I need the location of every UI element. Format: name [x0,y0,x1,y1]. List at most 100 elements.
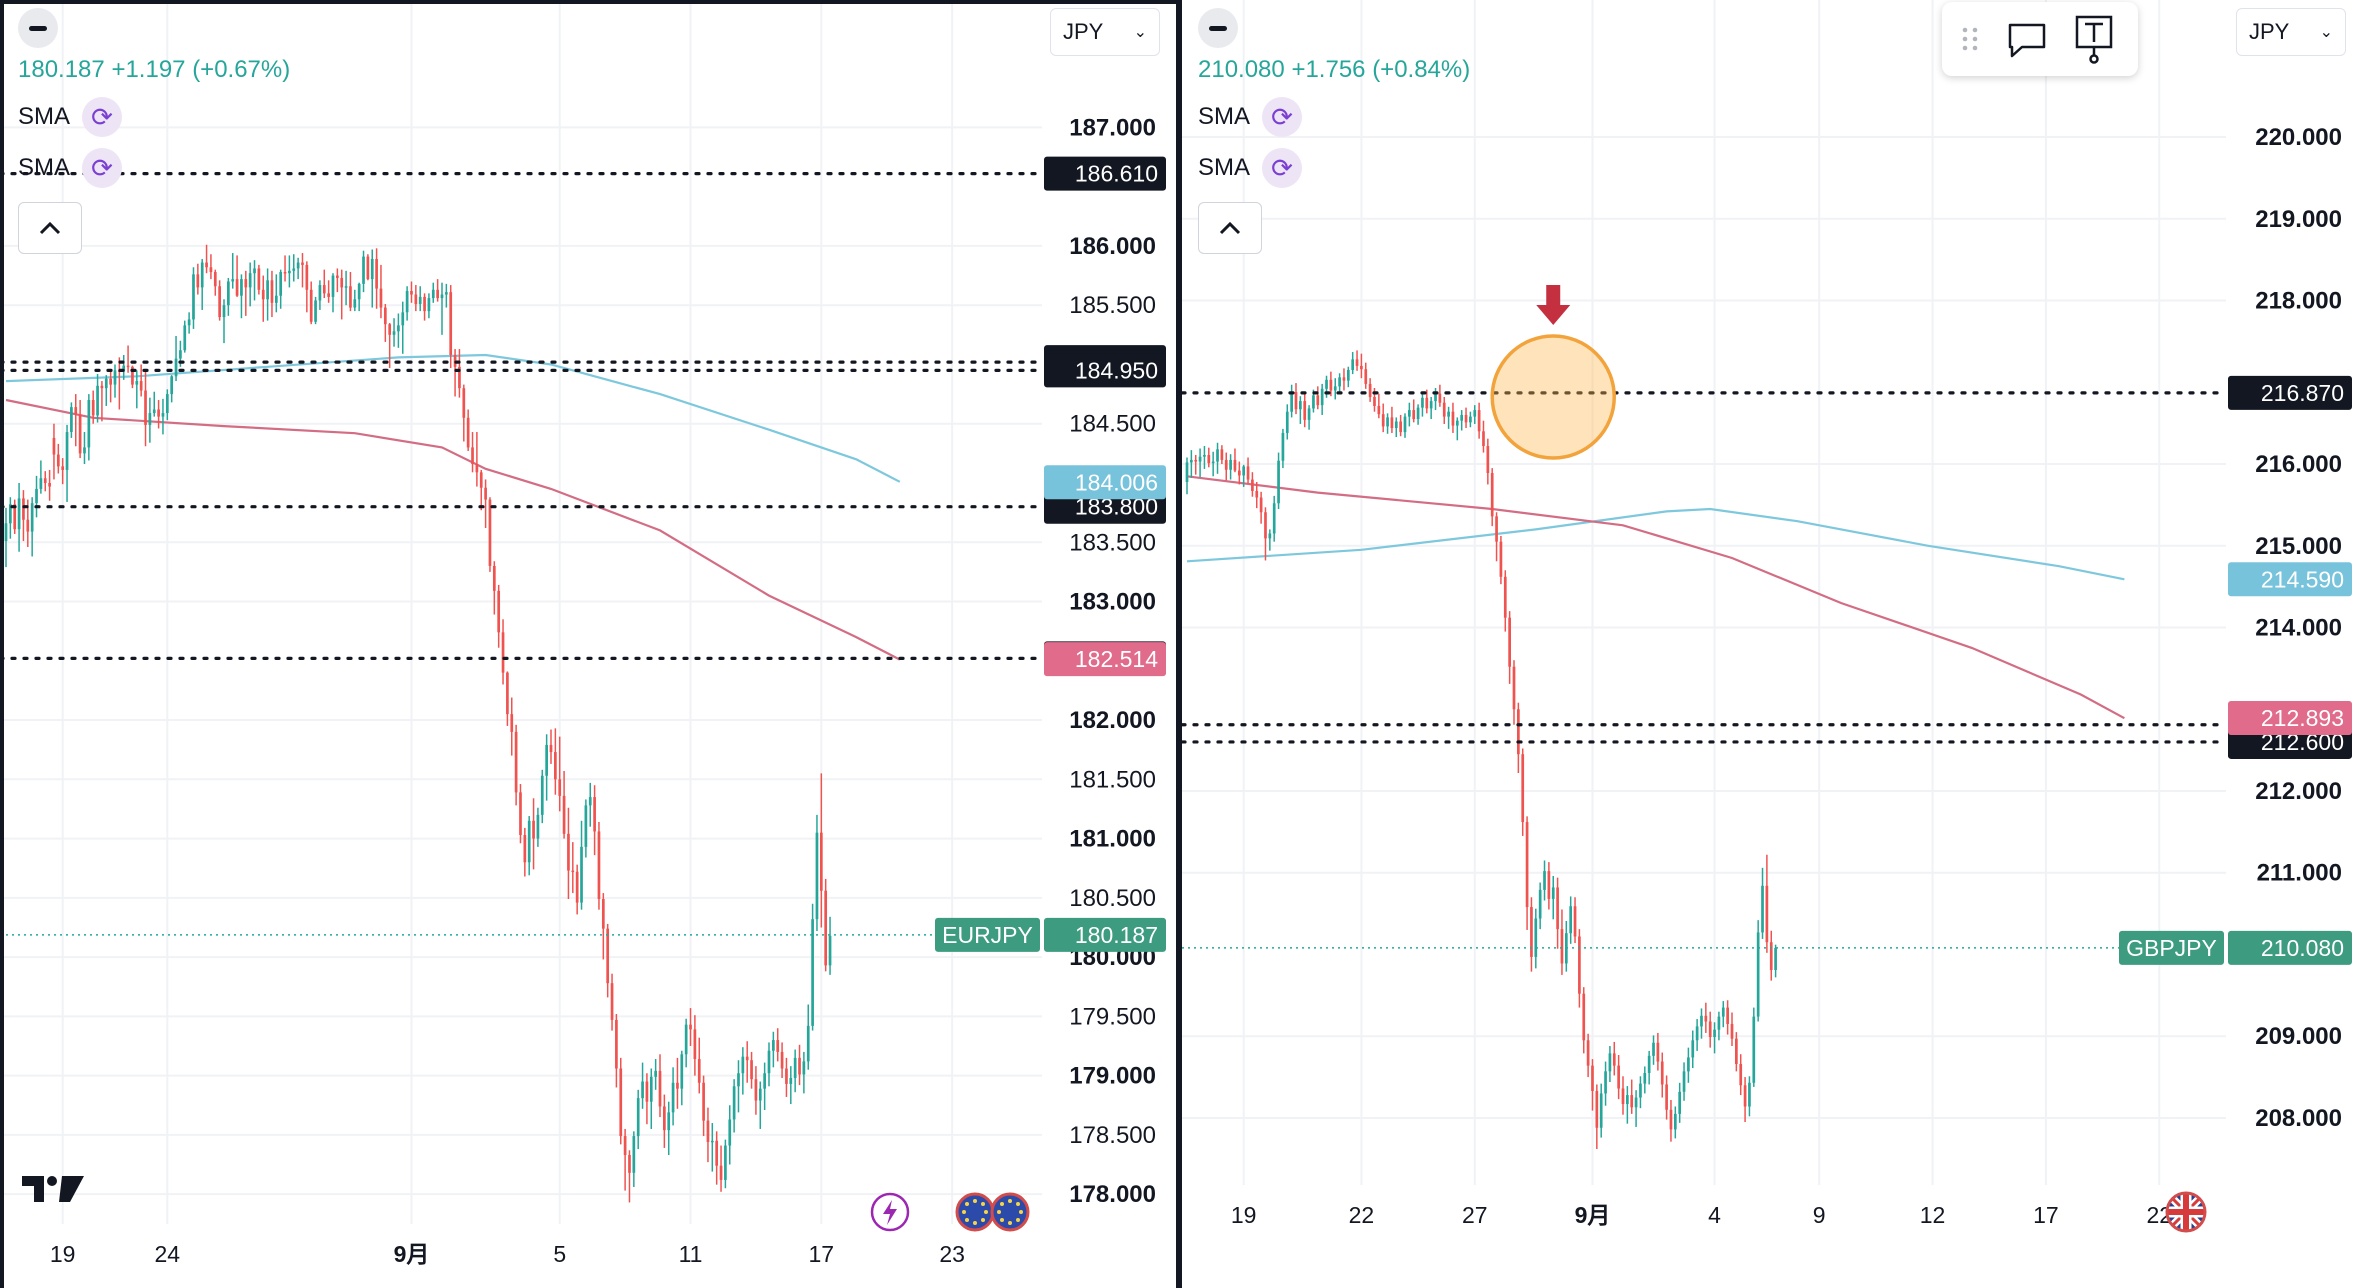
header-price: 210.080 [1198,56,1285,83]
collapse-legend-button[interactable] [1198,8,1238,48]
candle-body [798,1057,801,1075]
candle [1582,987,1586,1054]
candle-body [514,731,518,793]
expand-legend-button[interactable] [1198,202,1262,254]
candle [1682,1062,1686,1101]
candle [1669,1099,1673,1142]
candle [501,619,505,685]
candle-body [1211,461,1215,464]
y-tick-label: 187.000 [1069,114,1156,141]
candle-body [427,298,431,312]
candle [1530,897,1533,972]
candle-body [1368,383,1372,397]
candle [257,264,261,295]
candle [610,973,614,1031]
candle [78,400,82,459]
candle [87,394,91,461]
candle [540,769,544,824]
chart-panel-gbpjpy[interactable]: 220.000 219.000 218.000 216.000 215.000 214.0… [1182,0,2360,1288]
level-price-label: 216.870 [2261,380,2344,406]
currency-select[interactable]: JPY ⌄ [1050,8,1160,56]
eu-flag-icon[interactable] [990,1192,1030,1232]
refresh-icon[interactable]: ⟳ [82,97,123,137]
candle-body [1599,1093,1603,1128]
candle-body [580,846,583,903]
candle [96,373,99,423]
candle-body [165,394,169,414]
eu-flag-icon[interactable] [955,1192,995,1232]
candle [1691,1030,1695,1069]
gbpjpy-chart[interactable]: 220.000 219.000 218.000 216.000 215.000 214.0… [1182,0,2360,1288]
candle [558,736,562,812]
candle [1765,854,1769,953]
x-tick-label: 17 [2033,1202,2059,1228]
eurjpy-chart[interactable]: 187.000 186.000 185.500 184.500 183.500 183.0… [0,0,1178,1288]
candle [301,253,304,288]
refresh-icon[interactable]: ⟳ [82,148,123,188]
price-header: 210.080 +1.756 (+0.84%) [1198,56,1470,84]
y-tick-label: 181.000 [1069,826,1156,853]
candle-body [772,1040,775,1051]
candle-body [440,294,444,299]
candle [1351,352,1355,375]
refresh-icon[interactable]: ⟳ [1262,148,1303,188]
text-tool-icon[interactable] [2074,14,2114,64]
candle-body [1194,459,1198,462]
candle [567,807,570,900]
collapse-legend-button[interactable] [18,8,58,48]
candle-body [1325,379,1328,389]
candle [819,773,823,928]
uk-flag-icon[interactable] [2164,1190,2208,1234]
candle [484,479,487,529]
candle [623,1128,627,1191]
candle [706,1107,710,1163]
minus-icon [29,25,47,31]
candle [253,260,256,301]
candle [523,827,527,877]
candle [266,268,269,321]
candle [462,384,466,442]
candle [458,349,461,398]
comment-icon[interactable] [2006,19,2048,59]
candle-body [671,1082,675,1113]
indicator-sma-2[interactable]: SMA ⟳ [1198,148,1303,188]
chart-panel-eurjpy[interactable]: 187.000 186.000 185.500 184.500 183.500 183.0… [0,0,1178,1288]
candle-body [1756,932,1760,1017]
candle-body [227,281,230,306]
candle [514,724,518,806]
y-tick-label: 219.000 [2255,206,2342,233]
panel-divider[interactable] [1176,0,1182,1288]
candle [449,285,453,369]
indicator-sma-2[interactable]: SMA ⟳ [18,148,123,188]
candle [1769,930,1773,981]
panel-focus-border-left [0,0,4,1288]
candle-body [1390,417,1394,429]
refresh-icon[interactable]: ⟳ [1262,97,1303,137]
sma-red-price-label: 212.893 [2261,705,2344,731]
candle [1521,748,1525,836]
candle [824,878,828,972]
candle [1578,929,1581,1008]
symbol-tag-bg [935,917,1040,952]
candle-body [1237,470,1241,476]
lightning-event-icon[interactable] [870,1192,910,1232]
candle-body [1264,512,1267,539]
expand-legend-button[interactable] [18,202,82,254]
candle [4,507,8,568]
candle [248,262,252,307]
candle-body [693,1029,697,1060]
drag-handle-icon[interactable] [1960,24,1980,54]
candle [1229,454,1232,480]
candle [322,269,326,299]
candle [56,443,60,474]
candle [488,497,492,572]
candle [702,1075,705,1137]
currency-select[interactable]: JPY ⌄ [2236,8,2346,56]
candle-body [785,1068,788,1084]
candle [1272,495,1276,542]
candle-body [1582,993,1586,1041]
indicator-sma-1[interactable]: SMA ⟳ [18,97,123,137]
candle-body [1360,365,1363,370]
indicator-sma-1[interactable]: SMA ⟳ [1198,97,1303,137]
candle [811,903,814,1031]
